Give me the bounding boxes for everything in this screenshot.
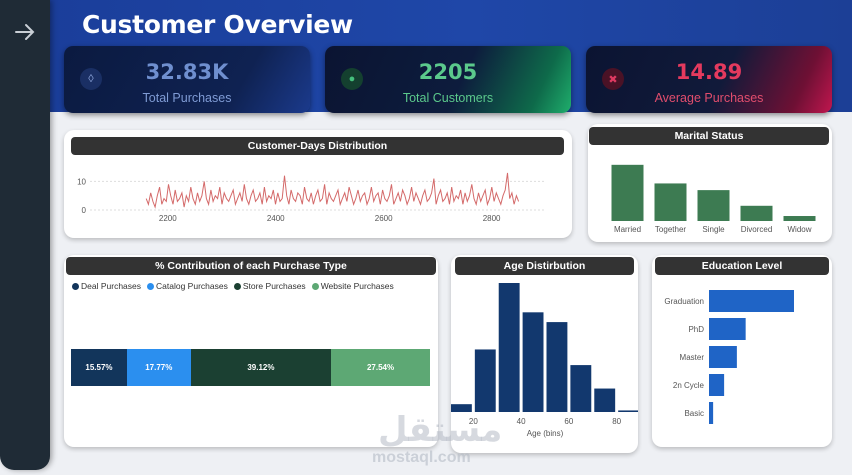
kpi-average-purchases: ✖ 14.89 Average Purchases (586, 46, 832, 113)
customer-days-chart: 0 10 2200 2400 2600 2800 (77, 172, 544, 223)
kpi-total-customers: ● 2205 Total Customers (325, 46, 571, 113)
arrow-right-icon[interactable] (13, 20, 37, 44)
bar (709, 290, 794, 312)
chart-title: Customer-Days Distribution (71, 137, 564, 155)
legend-label: Website Purchases (320, 281, 394, 291)
x-tick-label: Widow (787, 225, 811, 234)
legend-label: Deal Purchases (81, 281, 142, 291)
y-tick-label: Basic (684, 409, 704, 418)
y-tick-label: Master (680, 353, 705, 362)
legend-item: Website Purchases (311, 281, 394, 291)
data-label: 39.12% (247, 363, 275, 372)
bar (654, 183, 687, 221)
sidebar (0, 0, 50, 470)
kpi-label: Total Customers (402, 91, 494, 105)
data-label: 15.57% (85, 363, 113, 372)
legend-item: Store Purchases (233, 281, 306, 291)
chart-legend: Deal Purchases Catalog Purchases Store P… (72, 281, 394, 291)
data-label: 17.77% (145, 363, 173, 372)
bar (546, 322, 568, 412)
legend-label: Store Purchases (242, 281, 306, 291)
legend-label: Catalog Purchases (156, 281, 228, 291)
x-tick-label: 2800 (483, 214, 501, 223)
stack-segment: 27.54% (331, 349, 430, 386)
stack-segment: 15.57% (71, 349, 127, 386)
bar (709, 318, 746, 340)
y-tick-label: PhD (688, 325, 704, 334)
bar (697, 190, 730, 221)
bar (618, 410, 638, 412)
age-distribution-chart: 20 40 60 80 Age (bins) (451, 283, 638, 438)
x-tick-label: 40 (517, 417, 526, 426)
chart-title: Age Distirbution (455, 257, 634, 275)
x-tick-label: 2600 (375, 214, 393, 223)
x-icon: ✖ (602, 68, 624, 90)
kpi-total-purchases: ◊ 32.83K Total Purchases (64, 46, 310, 113)
bar (740, 205, 773, 221)
bar (709, 374, 725, 396)
data-label: 27.54% (366, 363, 395, 372)
education-level-card (652, 255, 832, 447)
bar (709, 402, 714, 424)
y-tick-label: 2n Cycle (673, 381, 705, 390)
watermark-text: mostaql.com (372, 449, 471, 466)
kpi-label: Total Purchases (142, 91, 232, 105)
chart-title: % Contribution of each Purchase Type (66, 257, 436, 275)
x-tick-label: Single (702, 225, 725, 234)
x-tick-label: 2400 (267, 214, 285, 223)
bar (709, 346, 737, 368)
bar (474, 349, 496, 412)
bar (522, 312, 544, 412)
y-tick-label: Graduation (664, 297, 704, 306)
bag-icon: ◊ (80, 68, 102, 90)
marital-status-chart: Married Together Single Divorced Widow (611, 164, 816, 234)
kpi-label: Average Purchases (654, 91, 764, 105)
education-level-chart: Graduation PhD Master 2n Cycle Basic (664, 290, 794, 424)
bar (611, 164, 644, 221)
x-tick-label: Together (655, 225, 686, 234)
kpi-value: 2205 (418, 60, 478, 84)
x-tick-label: 80 (612, 417, 621, 426)
y-tick-label: 10 (77, 177, 86, 186)
x-axis-label: Age (bins) (527, 429, 564, 438)
legend-item: Catalog Purchases (147, 281, 228, 291)
stack-segment: 17.77% (126, 349, 191, 386)
chart-title: Education Level (655, 257, 829, 275)
y-tick-label: 0 (82, 206, 87, 215)
bar (451, 404, 472, 412)
x-tick-label: 2200 (159, 214, 177, 223)
x-tick-label: 20 (469, 417, 478, 426)
bar (783, 216, 816, 221)
bar (498, 283, 520, 412)
x-tick-label: 60 (564, 417, 573, 426)
legend-item: Deal Purchases (72, 281, 141, 291)
x-tick-label: Married (614, 225, 641, 234)
bar (570, 365, 592, 412)
line-series (145, 172, 520, 209)
bar (594, 388, 616, 412)
page-title: Customer Overview (82, 10, 353, 39)
chart-title: Marital Status (589, 127, 829, 145)
kpi-value: 32.83K (145, 60, 229, 84)
kpi-value: 14.89 (675, 60, 743, 84)
x-tick-label: Divorced (741, 225, 773, 234)
watermark-logo: مستقل (378, 410, 503, 450)
stack-segment: 39.12% (190, 349, 332, 386)
globe-icon: ● (341, 68, 363, 90)
